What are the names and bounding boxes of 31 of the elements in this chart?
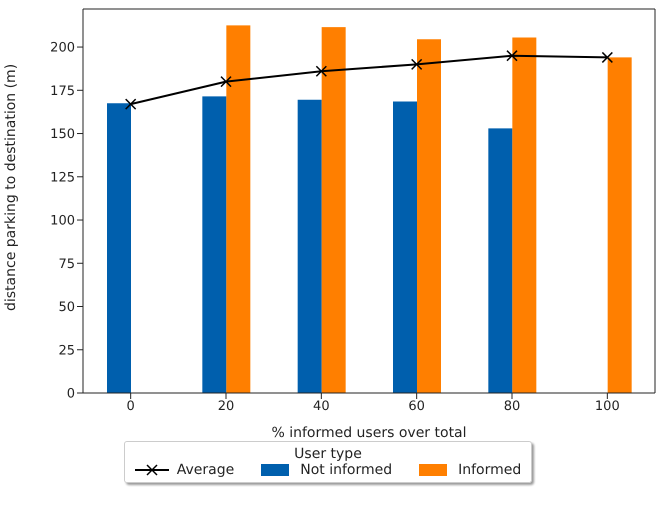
bar xyxy=(608,57,632,393)
bar xyxy=(488,128,512,393)
y-tick-label: 50 xyxy=(58,300,75,316)
bar xyxy=(202,96,226,393)
bar xyxy=(226,25,250,393)
legend-label: Not informed xyxy=(300,462,392,478)
legend-label: Average xyxy=(176,462,234,478)
y-tick-label: 25 xyxy=(58,343,75,358)
y-tick-label: 175 xyxy=(50,84,75,99)
y-tick-label: 125 xyxy=(50,170,75,186)
y-tick-label: 0 xyxy=(66,386,75,402)
x-axis-title: % informed users over total xyxy=(271,425,467,441)
y-tick-label: 100 xyxy=(50,214,75,229)
y-tick-label: 150 xyxy=(50,127,75,142)
x-tick-label: 80 xyxy=(504,399,520,414)
legend-title: User type xyxy=(293,446,363,462)
x-tick-label: 40 xyxy=(313,399,330,414)
x-tick-label: 100 xyxy=(594,399,620,414)
y-tick-label: 75 xyxy=(58,256,75,272)
bar xyxy=(393,102,417,393)
bar xyxy=(322,27,346,393)
bar xyxy=(107,103,131,393)
bar xyxy=(298,100,322,393)
x-tick-label: 20 xyxy=(218,399,234,414)
bar xyxy=(417,39,441,393)
bar xyxy=(512,38,536,393)
y-tick-label: 200 xyxy=(50,40,75,56)
y-axis-title: distance parking to destination (m) xyxy=(2,64,19,311)
x-tick-label: 0 xyxy=(126,399,135,414)
legend-label: Informed xyxy=(458,462,522,478)
x-tick-label: 60 xyxy=(408,399,425,414)
